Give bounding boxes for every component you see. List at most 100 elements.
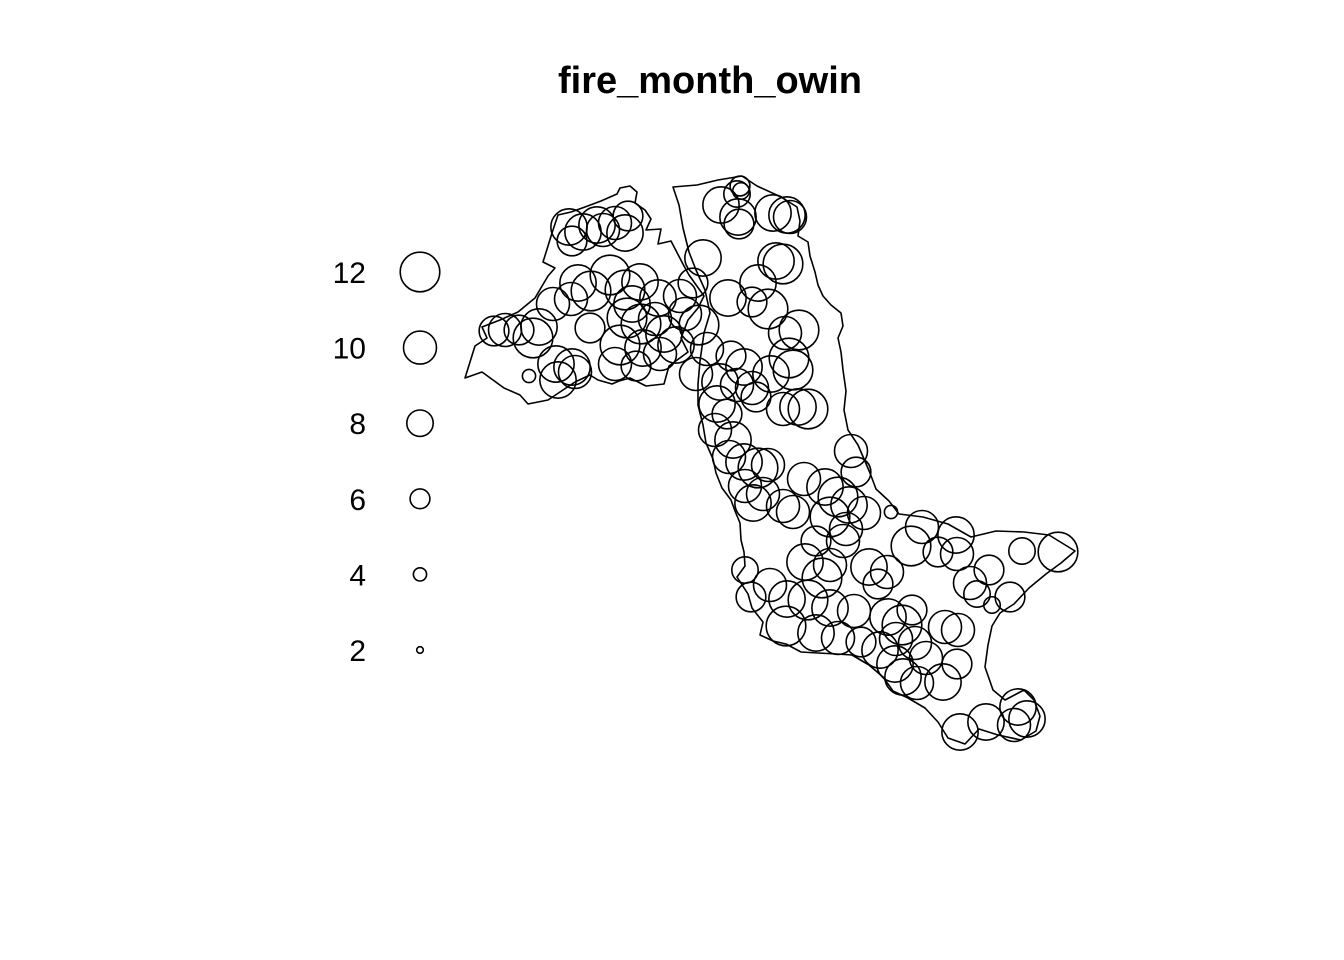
fire-point	[715, 340, 747, 372]
fire-point	[765, 488, 801, 524]
fire-point	[698, 385, 736, 423]
fire-point	[657, 326, 695, 364]
fire-point	[503, 314, 535, 346]
fire-point	[589, 254, 631, 296]
fire-point	[787, 579, 829, 621]
fire-point	[702, 186, 740, 224]
fire-point	[604, 269, 646, 311]
fire-point	[599, 324, 641, 366]
fire-point	[765, 605, 807, 647]
fire-point	[772, 349, 814, 391]
fire-point	[812, 547, 848, 583]
fire-point	[677, 267, 709, 299]
fire-point	[890, 525, 932, 567]
legend: 12 10 8 6 4 2	[333, 251, 441, 668]
fire-point	[645, 315, 683, 353]
fire-point	[786, 543, 824, 581]
fire-point	[606, 214, 644, 252]
chart-title: fire_month_owin	[558, 60, 862, 102]
fire-point	[786, 461, 822, 497]
fire-point	[725, 443, 763, 481]
fire-point	[689, 331, 725, 367]
fire-point	[833, 433, 869, 469]
fire-point	[806, 468, 844, 506]
fire-point	[924, 663, 962, 701]
fire-point	[845, 626, 877, 658]
fire-point	[557, 354, 593, 390]
fire-point	[811, 589, 849, 627]
fire-point	[767, 315, 803, 351]
fire-point	[768, 580, 806, 618]
fire-point	[940, 612, 976, 648]
fire-point	[745, 476, 781, 512]
region-west	[464, 185, 705, 405]
fire-point	[754, 194, 792, 232]
fire-point	[952, 565, 988, 601]
fire-point	[537, 345, 575, 383]
fire-point	[747, 288, 789, 330]
fire-point	[719, 367, 755, 403]
fire-points	[478, 175, 1079, 751]
fire-point	[667, 296, 703, 332]
fire-point	[772, 199, 808, 235]
fire-point	[729, 175, 751, 197]
fire-point	[521, 368, 537, 384]
fire-point	[662, 278, 698, 314]
fire-point	[727, 468, 763, 504]
legend-symbol	[415, 645, 425, 655]
fire-point	[973, 554, 1005, 586]
fire-point	[739, 264, 777, 302]
fire-point	[520, 308, 558, 346]
fire-point	[723, 208, 755, 240]
fire-point	[752, 355, 790, 393]
fire-point	[678, 304, 720, 346]
fire-point	[937, 516, 975, 554]
fire-point	[512, 317, 554, 359]
fire-point	[982, 595, 1002, 615]
fire-point	[850, 548, 888, 586]
fire-point	[637, 301, 673, 337]
fire-point	[735, 581, 767, 613]
fire-point	[574, 312, 606, 344]
fire-point	[778, 309, 820, 351]
fire-point	[820, 620, 856, 656]
fire-point	[734, 484, 772, 522]
fire-point	[878, 621, 914, 657]
fire-point	[840, 456, 872, 488]
fire-point	[684, 239, 722, 277]
legend-label: 10	[333, 333, 366, 366]
fire-point	[994, 581, 1026, 613]
fire-point	[620, 350, 652, 382]
legend-label: 4	[349, 559, 366, 592]
fire-point	[762, 243, 804, 285]
fire-point	[869, 598, 907, 636]
fire-point	[1008, 700, 1046, 738]
fire-point	[612, 200, 644, 232]
legend-symbol	[402, 330, 438, 365]
window-boundary	[464, 175, 1076, 745]
fire-point	[787, 388, 829, 430]
fire-point	[883, 504, 899, 520]
fire-point	[1007, 536, 1036, 565]
fire-point	[861, 631, 899, 669]
legend-symbol	[399, 251, 441, 293]
legend-symbol	[409, 488, 431, 510]
fire-point	[884, 658, 922, 696]
fire-point	[775, 494, 811, 530]
fire-point	[765, 391, 801, 427]
fire-point	[478, 315, 510, 347]
fire-point	[962, 579, 991, 608]
fire-point	[578, 206, 616, 244]
fire-point	[624, 329, 662, 367]
fire-point	[697, 412, 733, 448]
fire-point	[736, 286, 768, 318]
fire-point	[896, 594, 928, 626]
fire-point	[553, 281, 589, 317]
fire-point	[752, 567, 788, 603]
fire-point	[722, 180, 751, 209]
legend-symbol	[412, 567, 428, 582]
fire-point	[996, 707, 1032, 743]
fire-point	[559, 264, 597, 302]
fire-point	[862, 568, 894, 600]
fire-point	[779, 388, 817, 426]
